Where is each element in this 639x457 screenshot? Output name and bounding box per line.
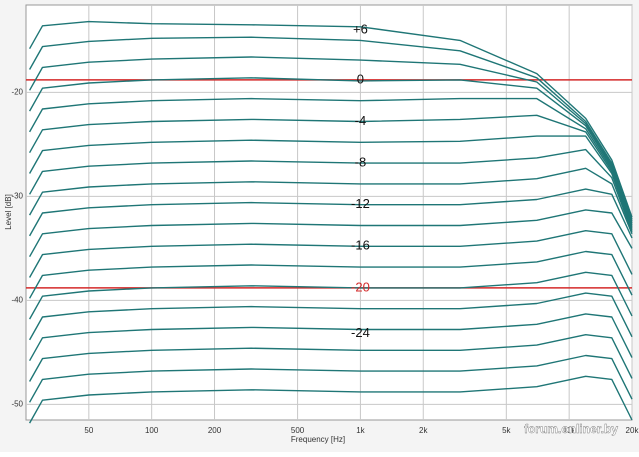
x-tick-label: 1k [356, 426, 365, 435]
response-curve [28, 148, 633, 232]
x-tick-label: 2k [419, 426, 428, 435]
x-tick-label: 500 [291, 426, 305, 435]
response-curve [28, 209, 633, 258]
response-curve [28, 271, 633, 320]
x-axis-label: Frequency [Hz] [291, 435, 345, 444]
curve-annotation: -8 [355, 155, 367, 170]
curve-annotation: -24 [351, 325, 370, 340]
y-tick-label: -20 [11, 87, 23, 96]
y-tick-label: -50 [11, 400, 23, 409]
response-curve [28, 135, 633, 230]
plot-area [25, 4, 633, 421]
curve-annotation: -16 [351, 238, 370, 253]
response-curve [28, 20, 633, 218]
response-curve [28, 167, 633, 235]
x-tick-label: 100 [145, 426, 159, 435]
response-curve [28, 334, 633, 382]
x-tick-label: 10k [563, 426, 577, 435]
x-tick-label: 5k [502, 426, 511, 435]
response-curve [28, 313, 633, 362]
curve-annotation: +6 [353, 21, 368, 36]
y-tick-label: -40 [11, 295, 23, 304]
x-tick-label: 20k [626, 426, 639, 435]
curve-annotation: -4 [355, 113, 367, 128]
response-curve [28, 97, 633, 226]
response-curve [28, 292, 633, 341]
response-curve [28, 188, 633, 239]
curve-annotation: 0 [357, 71, 364, 86]
x-tick-label: 50 [84, 426, 93, 435]
response-curve [28, 250, 633, 299]
response-curve [28, 56, 633, 222]
x-tick-label: 200 [208, 426, 222, 435]
curve-annotation: -12 [351, 196, 370, 211]
watermark: forum.onliner.by [524, 422, 618, 436]
curve-annotation: -20 [351, 279, 370, 294]
y-axis-label: Level [dB] [4, 194, 13, 230]
response-curve [28, 114, 633, 228]
response-curve [28, 230, 633, 278]
response-curve [28, 354, 633, 403]
y-tick-label: -30 [11, 191, 23, 200]
response-curve [28, 36, 633, 220]
response-curve [28, 77, 633, 224]
response-curve [28, 375, 633, 424]
